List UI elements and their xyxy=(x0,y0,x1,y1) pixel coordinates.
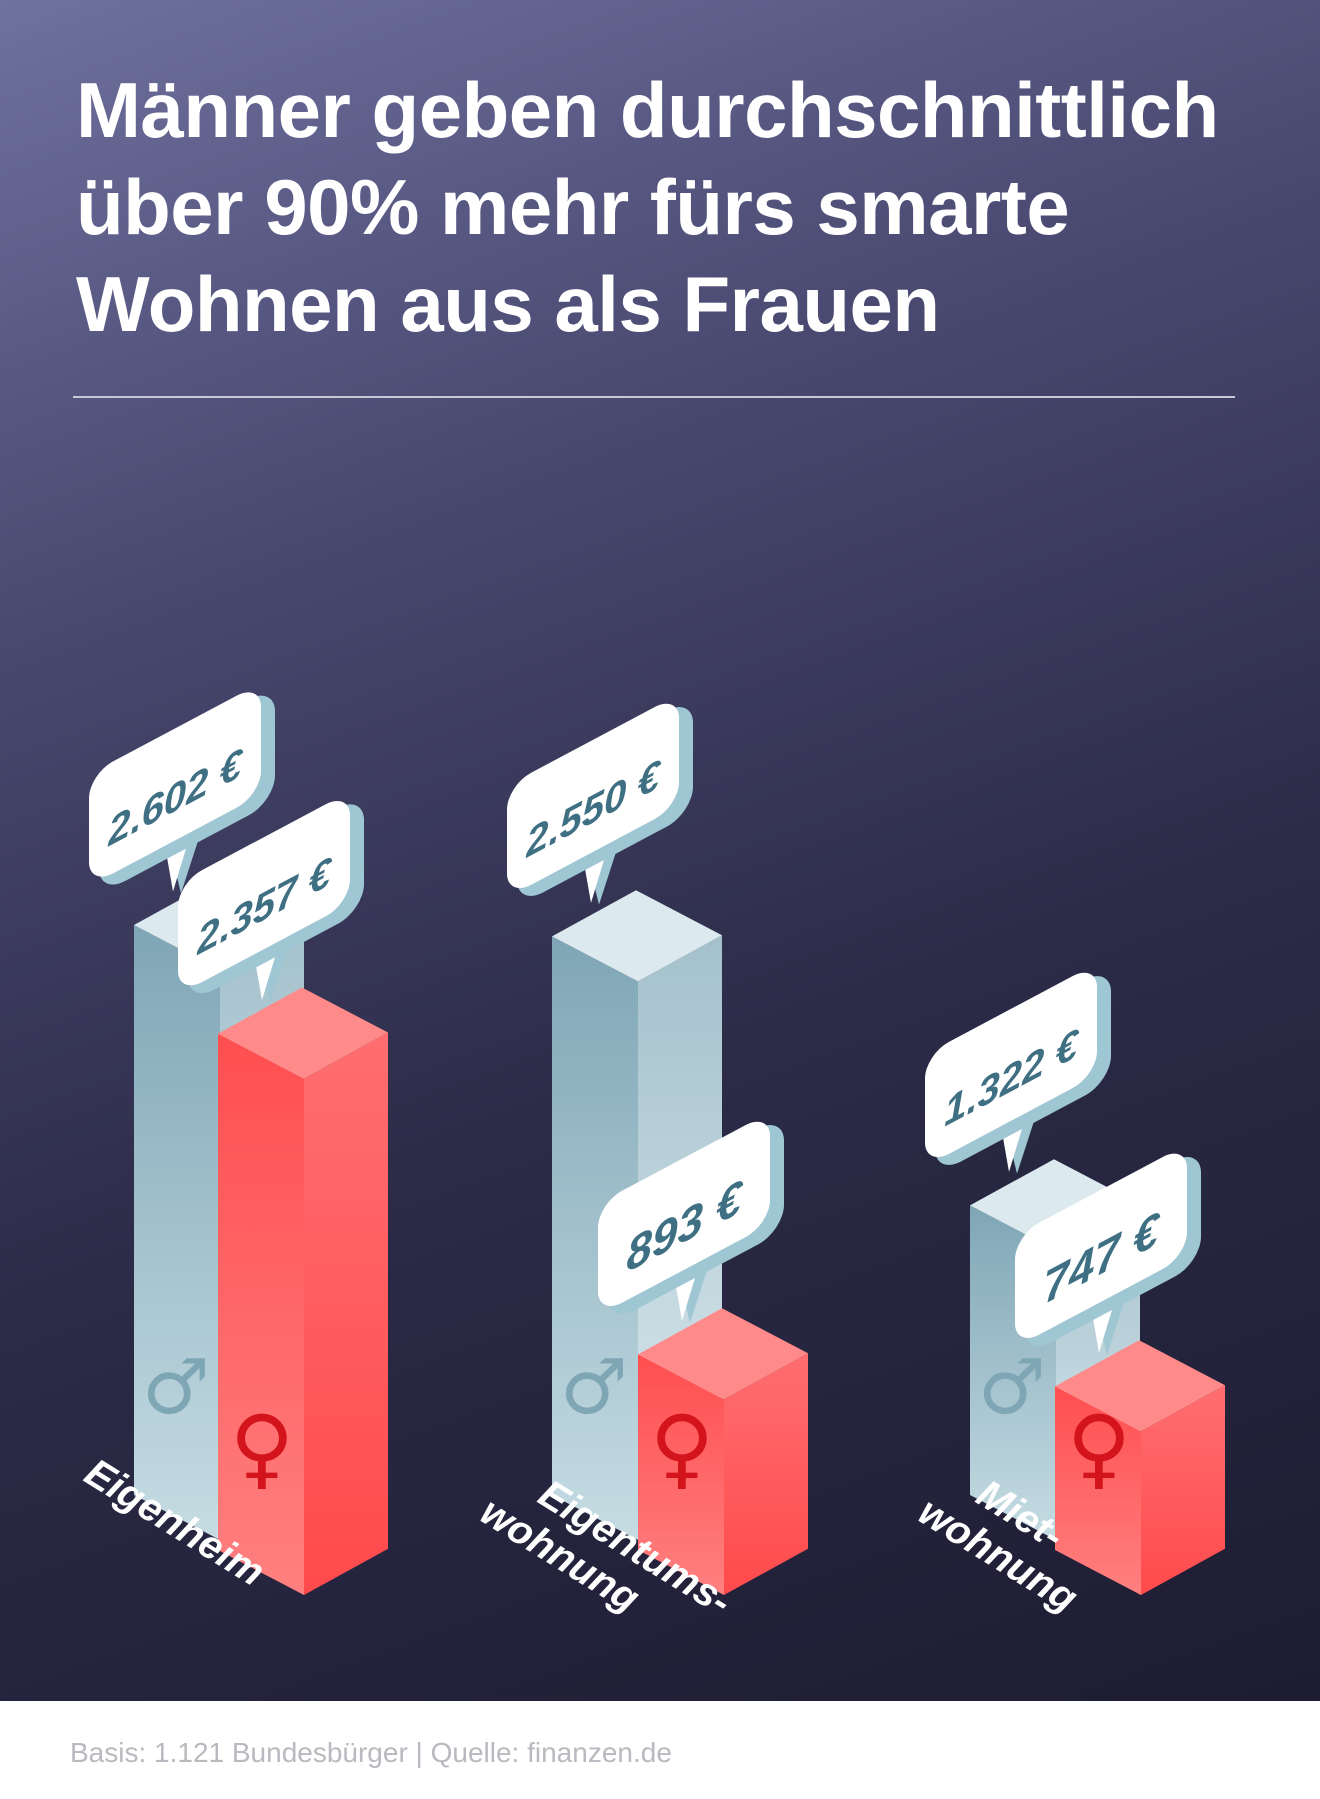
source-note: Basis: 1.121 Bundesbürger | Quelle: fina… xyxy=(70,1737,672,1768)
bar-male-2-front xyxy=(552,936,638,1540)
bar-female-1-front xyxy=(218,1033,304,1595)
bar-female-3-side xyxy=(1141,1385,1225,1595)
bar-male-3-top xyxy=(970,1159,1140,1251)
infographic: Männer geben durchschnittlich über 90% m… xyxy=(0,0,1320,1701)
bar-female-2-top xyxy=(638,1308,808,1400)
value-bubble-male-1: 2.602 € xyxy=(89,692,275,894)
divider xyxy=(73,396,1235,398)
value-bubble-male-2: 2.550 € xyxy=(507,703,693,905)
bar-female-3-top xyxy=(1055,1340,1225,1432)
male-symbol-1: ♂ xyxy=(142,1342,210,1431)
bar-female-3-front xyxy=(1055,1386,1141,1595)
value-bubble-female-2: 893 € xyxy=(598,1121,784,1323)
male-symbol-2: ♂ xyxy=(560,1342,628,1431)
bar-female-1-top xyxy=(218,987,388,1079)
female-symbol-1: ♀ xyxy=(230,1396,294,1499)
bar-chart: ♂♀2.602 €2.357 €Eigenheim♂♀2.550 €893 €E… xyxy=(89,692,1225,1595)
female-symbol-2: ♀ xyxy=(650,1396,714,1499)
female-symbol-3: ♀ xyxy=(1067,1396,1131,1499)
bar-female-3 xyxy=(1055,1340,1225,1595)
bar-male-2-top xyxy=(552,890,722,982)
bar-female-1 xyxy=(218,987,388,1595)
bar-female-2-side xyxy=(724,1353,808,1595)
bar-female-2 xyxy=(638,1308,808,1595)
bar-female-1-side xyxy=(304,1032,388,1595)
male-symbol-3: ♂ xyxy=(978,1342,1046,1431)
value-bubble-female-1: 2.357 € xyxy=(178,800,364,1002)
bar-female-2-front xyxy=(638,1354,724,1595)
page-title: Männer geben durchschnittlich über 90% m… xyxy=(76,66,1219,348)
bar-male-1-front xyxy=(134,925,220,1540)
